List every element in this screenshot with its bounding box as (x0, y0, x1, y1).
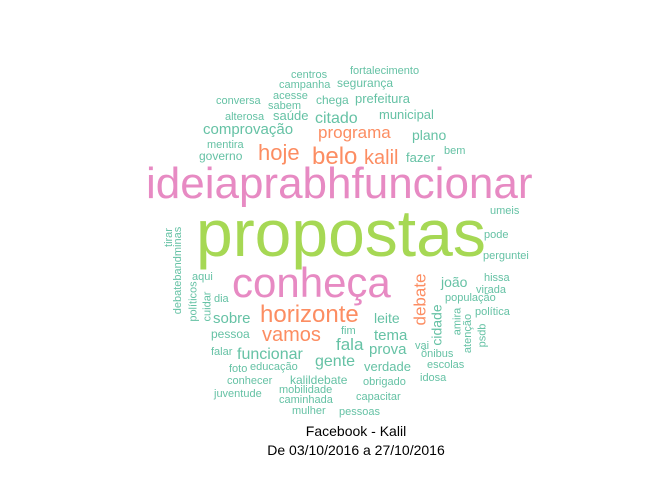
word-atencao: atenção (462, 313, 475, 354)
caption-title: Facebook - Kalil (305, 423, 407, 439)
word-sobre: sobre (213, 310, 251, 327)
word-alterosa: alterosa (225, 111, 265, 123)
word-foto: foto (229, 363, 248, 375)
word-pode: pode (484, 229, 509, 241)
word-populacao: população (445, 292, 496, 304)
word-seguranca: segurança (337, 76, 394, 90)
word-tema: tema (374, 327, 408, 344)
word-municipal: municipal (379, 107, 434, 122)
word-umeis: umeis (490, 205, 520, 217)
word-saude: saúde (273, 108, 309, 123)
word-pessoa: pessoa (211, 327, 250, 341)
word-campanha: campanha (279, 79, 331, 91)
word-kalil: kalil (364, 147, 399, 169)
word-virada: virada (476, 284, 506, 296)
word-plano: plano (412, 127, 447, 143)
caption-date-range: De 03/10/2016 a 27/10/2016 (267, 442, 445, 458)
word-idosa: idosa (420, 372, 447, 384)
word-hoje: hoje (258, 140, 300, 165)
word-vai: vai (415, 340, 430, 352)
word-chega: chega (316, 93, 349, 107)
word-pessoas: pessoas (339, 406, 380, 418)
word-mentira: mentira (207, 139, 244, 151)
word-centros: centros (291, 69, 328, 81)
word-ideiaprabhfuncionar: ideiaprabhfuncionar (146, 159, 533, 208)
word-falar: falar (211, 346, 233, 358)
word-fim: fim (341, 325, 356, 337)
word-prova: prova (369, 341, 407, 358)
word-kalildebate: kalildebate (290, 373, 348, 387)
word-propostas: propostas (196, 196, 486, 270)
word-vamos: vamos (262, 324, 321, 346)
word-hissa: hissa (484, 272, 510, 284)
word-escolas: escolas (427, 359, 465, 371)
word-belo: belo (312, 143, 358, 170)
word-mobilidade: mobilidade (279, 384, 333, 396)
word-aqui: aqui (192, 271, 213, 283)
word-politicos: políticos (187, 281, 200, 322)
word-dia: dia (214, 293, 229, 305)
word-sabem: sabem (268, 100, 302, 112)
word-debate: debate (410, 273, 430, 326)
word-politica: política (475, 306, 510, 318)
word-citado: citado (315, 110, 358, 127)
word-gente: gente (315, 353, 356, 370)
word-cuidar: cuidar (201, 291, 214, 322)
word-horizonte: horizonte (260, 301, 359, 328)
word-educacao: educação (250, 361, 298, 373)
word-joao: joão (441, 274, 468, 290)
word-debatebandminas: debatebandminas (172, 226, 185, 315)
word-fortalecimento: fortalecimento (350, 65, 420, 77)
word-obrigado: obrigado (363, 376, 406, 388)
word-programa: programa (318, 123, 391, 142)
word-cidade: cidade (428, 304, 445, 346)
word-psdb: psdb (476, 323, 489, 348)
word-bem: bem (444, 145, 466, 157)
word-verdade: verdade (364, 359, 411, 374)
word-conversa: conversa (216, 95, 261, 107)
word-acesse: acesse (273, 90, 308, 102)
word-governo: governo (199, 149, 243, 163)
word-juventude: juventude (214, 388, 262, 400)
word-caminhada: caminhada (279, 394, 333, 406)
word-leite: leite (374, 310, 400, 326)
word-funcionar: funcionar (237, 346, 303, 363)
word-onibus: ônibus (421, 348, 454, 360)
word-conheca: conheça (232, 259, 391, 306)
word-fazer: fazer (406, 150, 435, 165)
word-conhecer: conhecer (227, 375, 273, 387)
word-comprovacao: comprovação (203, 121, 294, 138)
word-capacitar: capacitar (356, 391, 401, 403)
word-perguntei: perguntei (483, 250, 529, 262)
word-mulher: mulher (292, 405, 326, 417)
word-prefeitura: prefeitura (355, 91, 410, 106)
word-fala: fala (336, 335, 364, 354)
